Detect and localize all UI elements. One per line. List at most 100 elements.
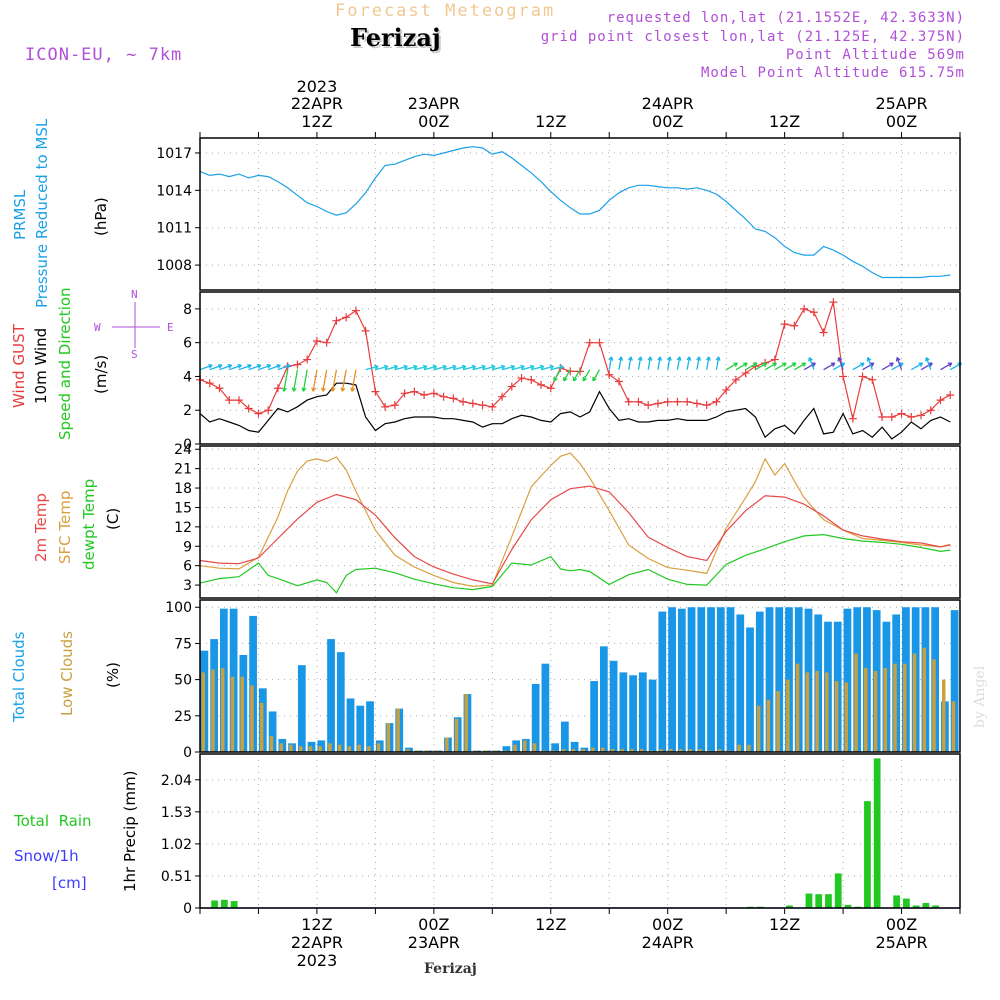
wind-direction-arrow (462, 365, 476, 371)
wind-gust-point (624, 397, 633, 406)
precip-ytick-label: 2.04 (161, 773, 192, 789)
wind-gust-point (244, 404, 253, 413)
wind-direction-arrowhead (582, 376, 587, 382)
low-cloud-bar (386, 723, 391, 752)
low-cloud-bar (854, 653, 858, 752)
wind-gust-point (381, 402, 390, 411)
wind-direction-arrow (920, 362, 933, 371)
snow-unit: [cm] (52, 874, 87, 892)
wind-gust-point (683, 397, 692, 406)
top-time-label: 00Z (886, 112, 917, 131)
low-cloud-bar (454, 718, 459, 752)
rain-bar (211, 900, 218, 908)
rain-bar (834, 873, 842, 908)
wind-gust-point (848, 414, 857, 423)
wind-direction-arrow (896, 357, 903, 370)
wind-gust-point (673, 397, 682, 406)
wind-direction-arrow (482, 365, 496, 371)
wind-direction-arrowhead (801, 362, 807, 367)
wind-direction-arrow (764, 362, 777, 371)
wind-direction-arrowhead (311, 387, 317, 392)
pressure-ytick-label: 1017 (156, 146, 192, 162)
point-altitude: Point Altitude 569m (786, 47, 965, 63)
total-cloud-bar (697, 607, 706, 752)
wind-gust-point (819, 328, 828, 337)
wind-direction-arrow (637, 356, 642, 370)
wind-gust-point (702, 401, 711, 410)
dewpoint-temp-line (199, 533, 951, 594)
wind-direction-arrow (423, 365, 437, 371)
low-cloud-bar (201, 672, 205, 752)
total-cloud-bar (297, 665, 306, 752)
location-title-shadow: Ferizaj (352, 25, 443, 54)
wind-gust-point (293, 360, 302, 369)
wind-gust-point (780, 320, 789, 329)
wind-gust-point (439, 392, 448, 401)
top-time-label: 00Z (418, 112, 449, 131)
wind-gust-point (400, 389, 409, 398)
wind-direction-arrow (706, 356, 710, 370)
low-cloud-bar (766, 699, 771, 752)
low-cloud-bar (659, 749, 663, 752)
wind-direction-arrowhead (452, 364, 457, 370)
temp-2m-label: 2m Temp (32, 493, 50, 562)
top-time-label: 22APR (291, 94, 343, 113)
wind-direction-arrowhead (895, 356, 901, 362)
wind-ytick-label: 0 (183, 437, 192, 453)
wind-direction-arrow (715, 356, 720, 370)
wind-direction-arrowhead (918, 362, 924, 367)
low-cloud-bar (571, 749, 576, 752)
low-cloud-bar (883, 668, 888, 752)
precip-ytick-label: 0.51 (161, 869, 192, 885)
bottom-time-label: 12Z (301, 915, 332, 934)
rain-bar (864, 801, 871, 908)
wind-gust-point (731, 375, 740, 384)
wind-gust-point (809, 308, 818, 317)
wind-gust-point (546, 384, 555, 393)
wind-direction-arrow (540, 365, 554, 371)
wind-direction-arrow (351, 369, 357, 392)
low-cloud-bar (357, 744, 361, 752)
wind-direction-arrow (394, 365, 408, 371)
panel-border (199, 137, 961, 291)
precip-ytick-label: 1.53 (161, 805, 192, 821)
low-cloud-bar (737, 744, 741, 752)
wind-compass: N W E S (94, 288, 174, 361)
bottom-time-label: 24APR (642, 933, 694, 952)
wind-gust-point (351, 306, 360, 315)
wind-gust-point (692, 399, 701, 408)
wind-gust-point (897, 409, 906, 418)
total-cloud-bar (755, 611, 764, 752)
rain-bar (220, 899, 228, 908)
top-time-label: 12Z (535, 112, 566, 131)
wind-10m-label: 10m Wind (32, 328, 50, 404)
low-cloud-bar (630, 749, 634, 752)
wind-gust-point (614, 377, 623, 386)
low-cloud-bar (688, 749, 693, 752)
total-cloud-bar (590, 681, 598, 752)
low-cloud-bar (513, 744, 517, 752)
wind-direction-arrowhead (705, 356, 711, 361)
pressure-unit: (hPa) (92, 197, 110, 236)
wind-direction-arrow (657, 356, 661, 370)
low-cloud-bar (269, 736, 274, 752)
total-cloud-bar (249, 615, 257, 752)
wind-direction-arrowhead (340, 387, 346, 392)
wind-gust-point (264, 406, 273, 415)
top-time-label: 00Z (652, 112, 683, 131)
rain-bar (932, 905, 940, 908)
pressure-ytick-label: 1008 (156, 258, 192, 274)
wind-direction-arrow (550, 365, 564, 371)
wind-direction-arrowhead (563, 376, 568, 382)
top-time-label: 12Z (301, 112, 332, 131)
total-cloud-bar (609, 660, 618, 752)
rain-bar (912, 905, 920, 908)
wind-direction-arrowhead (772, 362, 777, 367)
low-cloud-bar (951, 701, 956, 752)
wind-gust-point (410, 387, 419, 396)
wind-direction-arrow (925, 357, 932, 370)
wind-direction-arrow (492, 365, 506, 371)
wind-gust-point (225, 396, 234, 405)
total-cloud-bar (677, 608, 686, 752)
wind-direction-arrow (852, 362, 865, 371)
